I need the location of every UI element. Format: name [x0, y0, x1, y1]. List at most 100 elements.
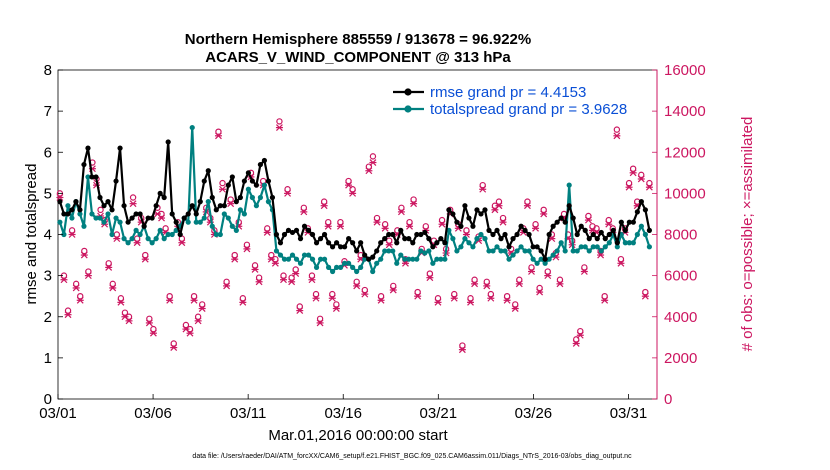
rmse-point [418, 231, 424, 238]
y-tick-label: 2 [44, 309, 52, 326]
obs-assimilated-point [645, 183, 653, 191]
obs-possible-point [532, 221, 539, 228]
obs-possible-point [516, 276, 523, 283]
rmse-point [141, 223, 147, 229]
y-axis-label: rmse and totalspread [23, 164, 40, 305]
obs-assimilated-point [243, 245, 251, 253]
spread-point [245, 186, 251, 192]
rmse-point [490, 231, 496, 238]
rmse-point [350, 240, 356, 246]
spread-point [157, 227, 163, 233]
obs-possible-point [426, 270, 434, 277]
obs-assimilated-point [385, 241, 393, 249]
rmse-point [309, 231, 316, 238]
rmse-point [406, 236, 412, 242]
obs-assimilated-point [479, 185, 487, 193]
obs-possible-point [109, 280, 116, 288]
rmse-point [149, 215, 155, 221]
rmse-point [534, 244, 540, 250]
y2-tick-label: 6000 [664, 268, 697, 285]
obs-possible-point [345, 177, 352, 185]
y2-tick-label: 10000 [664, 185, 706, 202]
obs-assimilated-point [300, 208, 308, 216]
spread-point [638, 223, 644, 229]
spread-point [498, 248, 504, 254]
obs-assimilated-point [483, 282, 491, 290]
obs-possible-point [142, 251, 149, 259]
spread-point [253, 203, 259, 209]
obs-possible-point [373, 214, 381, 222]
obs-assimilated-point [576, 331, 584, 339]
obs-assimilated-point [637, 175, 645, 183]
obs-possible-point [312, 290, 320, 298]
spread-point [566, 182, 572, 188]
obs-assimilated-point [527, 268, 535, 275]
rmse-point [77, 207, 83, 213]
obs-assimilated-point [499, 218, 507, 226]
spread-point [338, 264, 344, 270]
spread-point [113, 215, 119, 221]
spread-point [630, 240, 636, 246]
spread-point [221, 211, 227, 217]
obs-assimilated-point [316, 319, 324, 327]
rmse-point [173, 219, 179, 225]
obs-possible-point [296, 303, 303, 310]
rmse-point [281, 231, 288, 238]
spread-point [410, 256, 416, 262]
spread-point [542, 260, 548, 266]
obs-possible-point [215, 128, 222, 135]
rmse-point [402, 236, 408, 242]
obs-assimilated-point [503, 296, 511, 304]
obs-assimilated-point [572, 340, 580, 347]
rmse-point [65, 211, 71, 217]
spread-point [189, 124, 195, 131]
obs-assimilated-point [129, 200, 137, 208]
spread-point [257, 194, 264, 201]
rmse-point [466, 215, 472, 221]
spread-point [233, 227, 239, 233]
rmse-point [370, 254, 376, 260]
obs-assimilated-point [471, 280, 479, 288]
spread-point [586, 248, 592, 254]
rmse-point [434, 240, 440, 246]
obs-assimilated-point [158, 214, 166, 222]
spread-point [305, 252, 312, 258]
obs-assimilated-point [629, 169, 637, 177]
obs-possible-point [77, 292, 84, 300]
obs-assimilated-point [113, 235, 121, 243]
spread-point [297, 260, 304, 266]
spread-point [217, 231, 223, 238]
y-tick-label: 0 [44, 391, 52, 408]
spread-point [105, 211, 111, 217]
axes: 0 1 2 3 4 5 6 7 8 0 2000 4000 6000 8000 10000 12000 1400… [39, 62, 705, 422]
spread-point [426, 248, 432, 254]
rmse-point [610, 227, 616, 233]
rmse-point [69, 207, 75, 213]
rmse-point [89, 174, 95, 180]
spread-point [89, 211, 95, 217]
spread-point [129, 236, 135, 242]
obs-possible-point [255, 274, 263, 281]
rmse-point [61, 211, 67, 217]
obs-possible-point [605, 216, 612, 224]
rmse-point [390, 231, 396, 238]
obs-assimilated-point [56, 194, 64, 201]
obs-possible-point [617, 255, 625, 263]
obs-assimilated-point [556, 280, 564, 288]
spread-point [289, 252, 296, 258]
spread-point [273, 248, 280, 254]
spread-point [334, 264, 340, 270]
rmse-point [474, 207, 480, 213]
rmse-point [366, 256, 372, 262]
rmse-point [574, 231, 580, 238]
rmse-point [137, 211, 143, 217]
y-tick-label: 5 [44, 185, 52, 202]
x-tick-label: 03/21 [420, 405, 458, 422]
y2-tick-label: 12000 [664, 144, 706, 161]
spread-point [125, 240, 131, 246]
rmse-point [486, 227, 492, 233]
obs-possible-series [56, 118, 653, 349]
spread-point [101, 219, 107, 225]
obs-assimilated-point [426, 274, 434, 282]
spread-point [329, 268, 336, 275]
